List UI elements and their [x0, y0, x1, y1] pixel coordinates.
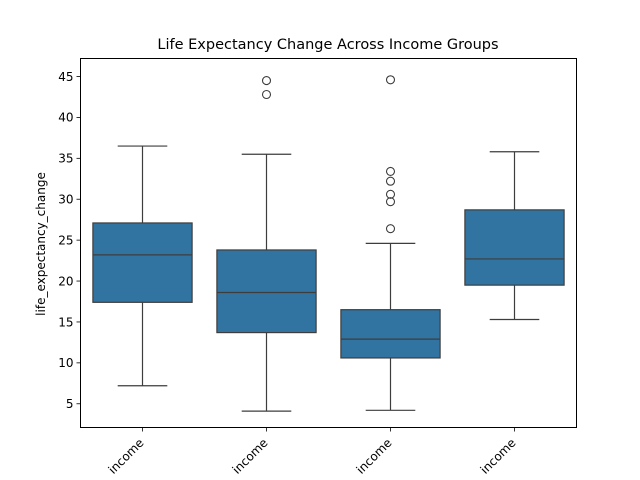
y-tick-label: 35 — [58, 152, 73, 166]
outlier-point — [385, 166, 396, 176]
outlier-point — [385, 224, 396, 234]
outlier-point — [385, 176, 396, 186]
outlier-point — [261, 89, 272, 100]
iqr-box — [92, 222, 193, 303]
outlier-point — [385, 197, 396, 207]
outlier-point — [385, 189, 396, 199]
y-tick-label: 45 — [58, 70, 73, 84]
y-tick-label: 20 — [58, 274, 73, 288]
outlier-point — [261, 76, 272, 86]
y-tick-label: 5 — [66, 397, 74, 411]
chart-title: Life Expectancy Change Across Income Gro… — [157, 37, 498, 53]
plot-frame — [80, 58, 577, 428]
iqr-box — [340, 309, 441, 359]
outlier-point — [385, 75, 396, 85]
y-tick-label: 10 — [58, 356, 73, 370]
y-tick-label: 40 — [58, 111, 73, 125]
y-tick-label: 30 — [58, 193, 73, 207]
iqr-box — [216, 249, 317, 334]
y-tick-label: 25 — [58, 233, 73, 247]
y-axis-label: life_expectancy_change — [34, 172, 48, 316]
y-tick-label: 15 — [58, 315, 73, 329]
iqr-box — [464, 209, 565, 286]
